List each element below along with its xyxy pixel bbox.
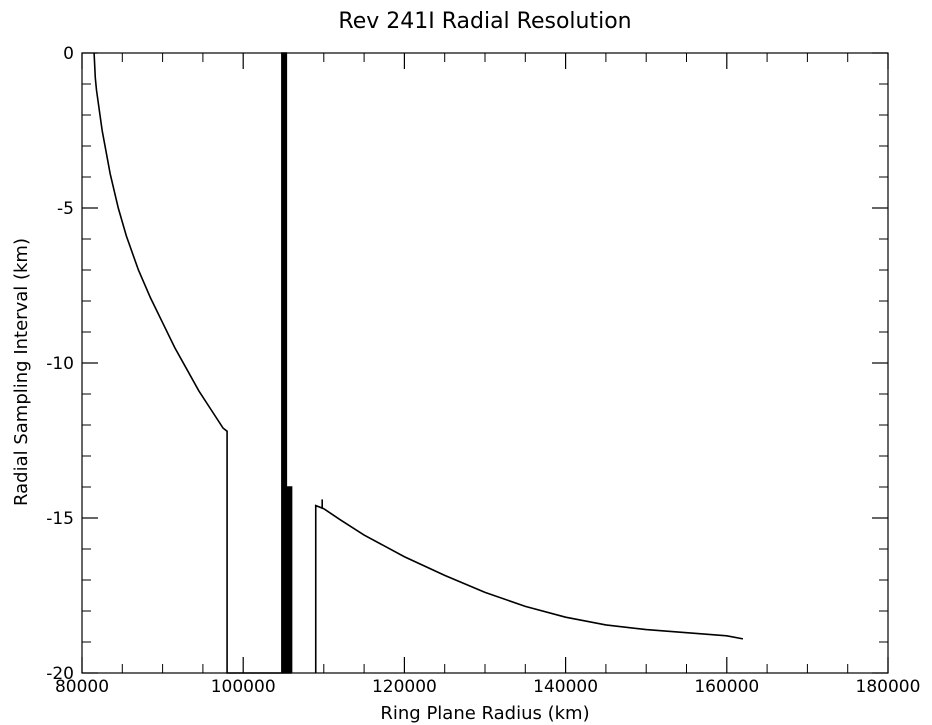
series-line-2	[314, 504, 744, 673]
y-tick-label: -5	[57, 199, 74, 219]
plot-frame	[81, 52, 889, 674]
y-tick-label: -20	[46, 664, 74, 684]
x-tick-label: 180000	[856, 677, 921, 697]
x-tick-label: 140000	[533, 677, 598, 697]
x-tick-label: 160000	[694, 677, 759, 697]
y-axis-label: Radial Sampling Interval (km)	[11, 238, 32, 506]
series-line-1	[93, 52, 293, 674]
ticks-layer: 80000 100000 120000 140000 160000 180000 0 -5 -1…	[46, 44, 920, 697]
series-layer	[93, 52, 744, 674]
y-tick-label: -10	[46, 354, 74, 374]
x-tick-label: 100000	[211, 677, 276, 697]
y-tick-label: -15	[46, 509, 74, 529]
x-tick-label: 120000	[372, 677, 437, 697]
x-tick-label: 80000	[55, 677, 109, 697]
chart-title: Rev 241I Radial Resolution	[338, 9, 631, 34]
y-tick-label: 0	[63, 44, 74, 64]
x-axis-label: Ring Plane Radius (km)	[380, 703, 589, 724]
